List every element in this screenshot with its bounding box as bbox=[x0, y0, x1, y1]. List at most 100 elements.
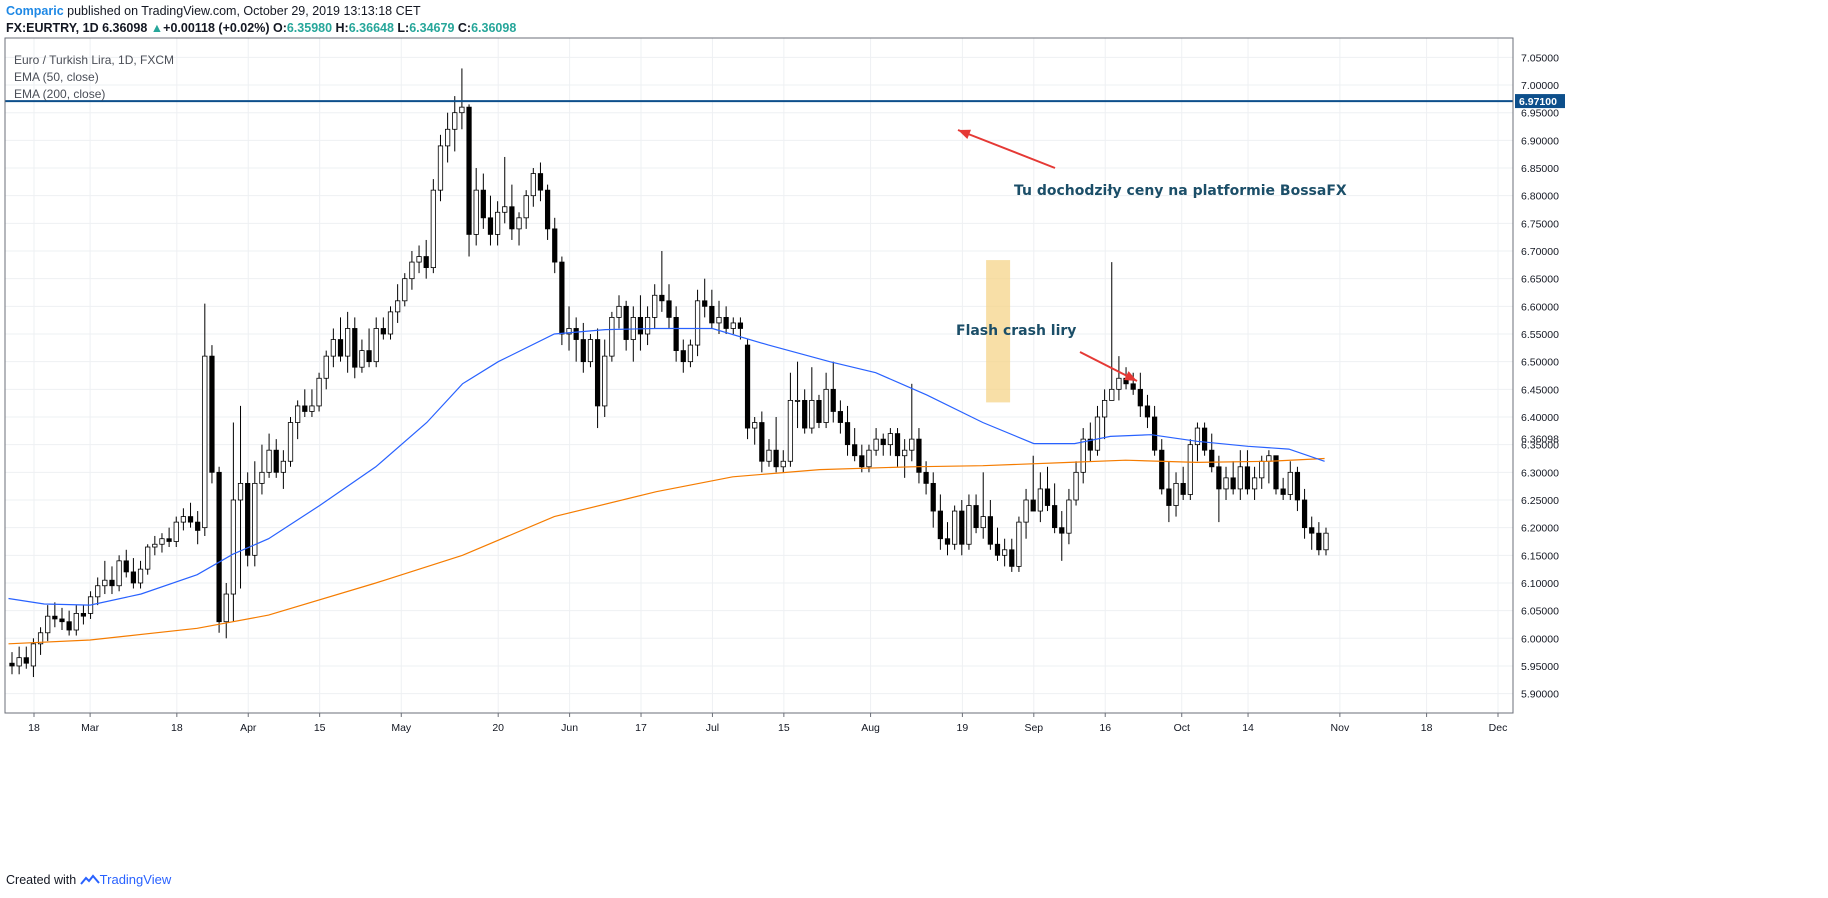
candle-down bbox=[1230, 477, 1236, 490]
flash-crash-arrow-head bbox=[1124, 371, 1137, 381]
candle-up bbox=[230, 499, 236, 595]
candle-up bbox=[1187, 444, 1193, 495]
candle-down bbox=[23, 657, 29, 664]
candle-up bbox=[316, 377, 322, 407]
y-tick-label: 6.15000 bbox=[1521, 550, 1559, 562]
candle-up bbox=[1259, 460, 1265, 479]
candle-up bbox=[794, 399, 801, 402]
candle-up bbox=[873, 438, 879, 451]
candle-down bbox=[1309, 527, 1315, 534]
x-tick-label: Sep bbox=[1024, 722, 1043, 734]
candle-down bbox=[302, 405, 308, 412]
candle-down bbox=[1216, 466, 1222, 490]
candle-up bbox=[766, 449, 772, 462]
candle-down bbox=[1244, 466, 1251, 490]
candle-up bbox=[73, 613, 79, 631]
candle-down bbox=[209, 355, 215, 473]
candle-down bbox=[1087, 438, 1093, 451]
candle-up bbox=[137, 568, 144, 584]
candle-down bbox=[544, 189, 551, 230]
candle-down bbox=[666, 300, 672, 318]
candle-down bbox=[637, 317, 644, 335]
candle-down bbox=[1166, 488, 1172, 506]
candle-up bbox=[159, 538, 165, 545]
x-tick-label: 14 bbox=[1242, 722, 1254, 734]
y-tick-label: 6.80000 bbox=[1521, 191, 1559, 203]
y-tick-label: 5.90000 bbox=[1521, 689, 1559, 701]
candle-up bbox=[259, 471, 265, 484]
x-tick-label: Jun bbox=[561, 722, 578, 734]
candle-up bbox=[780, 460, 786, 468]
y-tick-label: 6.25000 bbox=[1521, 495, 1559, 507]
close-value: 6.36098 bbox=[471, 21, 517, 35]
candle-down bbox=[930, 482, 936, 512]
candle-up bbox=[716, 317, 722, 324]
y-tick-label: 6.85000 bbox=[1521, 163, 1559, 175]
candle-up bbox=[287, 422, 294, 462]
candle-up bbox=[330, 339, 336, 357]
candle-up bbox=[1116, 377, 1122, 390]
candle-down bbox=[59, 618, 65, 623]
candle-up bbox=[395, 300, 401, 313]
candle-down bbox=[894, 433, 901, 457]
candle-down bbox=[109, 579, 115, 587]
candle-down bbox=[680, 350, 686, 363]
candle-down bbox=[580, 339, 586, 363]
x-tick-label: 19 bbox=[957, 722, 969, 734]
candle-down bbox=[737, 322, 744, 329]
high-label: H: bbox=[335, 21, 349, 35]
candle-up bbox=[694, 300, 701, 346]
candle-down bbox=[594, 339, 601, 407]
candle-up bbox=[37, 632, 44, 645]
candle-down bbox=[702, 300, 708, 307]
price-axis[interactable]: 7.05000 7.00000 6.95000 6.90000 6.85000 6.800… bbox=[1521, 52, 1559, 700]
candle-up bbox=[1194, 427, 1201, 446]
candle-down bbox=[1301, 499, 1308, 529]
candle-up bbox=[530, 173, 536, 197]
candle-down bbox=[623, 305, 629, 340]
y-tick-label: 6.60000 bbox=[1521, 301, 1559, 313]
candle-down bbox=[509, 206, 515, 230]
candle-up bbox=[809, 399, 815, 429]
y-tick-label: 6.20000 bbox=[1521, 523, 1559, 535]
candle-up bbox=[416, 256, 422, 263]
candle-down bbox=[537, 173, 544, 191]
tradingview-brand-link[interactable]: TradingView bbox=[99, 872, 172, 887]
candle-up bbox=[280, 460, 286, 473]
y-tick-label: 6.10000 bbox=[1521, 578, 1559, 590]
candle-up bbox=[202, 355, 208, 529]
close-label: C: bbox=[457, 21, 472, 35]
candle-down bbox=[880, 438, 886, 446]
candle-down bbox=[987, 516, 993, 545]
ema200-line bbox=[8, 457, 1325, 645]
candle-down bbox=[837, 411, 844, 423]
author-link[interactable]: Comparic bbox=[6, 4, 64, 18]
candle-down bbox=[973, 505, 979, 529]
y-tick-label: 6.75000 bbox=[1521, 218, 1559, 230]
ema50-line bbox=[8, 327, 1325, 606]
candle-down bbox=[366, 350, 372, 363]
candle-up bbox=[1323, 532, 1329, 551]
change-up-icon: ▲ bbox=[150, 21, 164, 35]
candle-down bbox=[352, 328, 358, 368]
legend-ema200: EMA (200, close) bbox=[14, 87, 105, 101]
candle-down bbox=[1180, 482, 1186, 495]
y-tick-label: 6.00000 bbox=[1521, 633, 1559, 645]
candle-up bbox=[223, 593, 229, 623]
bossa-arrow-head bbox=[958, 129, 971, 140]
legend-ema50: EMA (50, close) bbox=[14, 70, 99, 84]
time-axis[interactable]: 18 Mar 18 Apr 15 May 20 Jun 17 Jul 15 Aug 19 Sep 16 Oct… bbox=[28, 713, 1507, 734]
x-tick-label: Aug bbox=[861, 722, 880, 734]
candle-down bbox=[744, 344, 751, 429]
candle-down bbox=[245, 482, 251, 556]
candle-down bbox=[659, 294, 665, 302]
y-tick-label: 6.55000 bbox=[1521, 329, 1559, 341]
candle-up bbox=[473, 189, 479, 235]
flash-crash-highlight bbox=[986, 260, 1011, 403]
candle-up bbox=[459, 106, 465, 114]
last-price: 6.36098 bbox=[102, 21, 148, 35]
candle-up bbox=[402, 278, 408, 302]
candle-up bbox=[587, 339, 594, 363]
candle-up bbox=[295, 405, 301, 423]
